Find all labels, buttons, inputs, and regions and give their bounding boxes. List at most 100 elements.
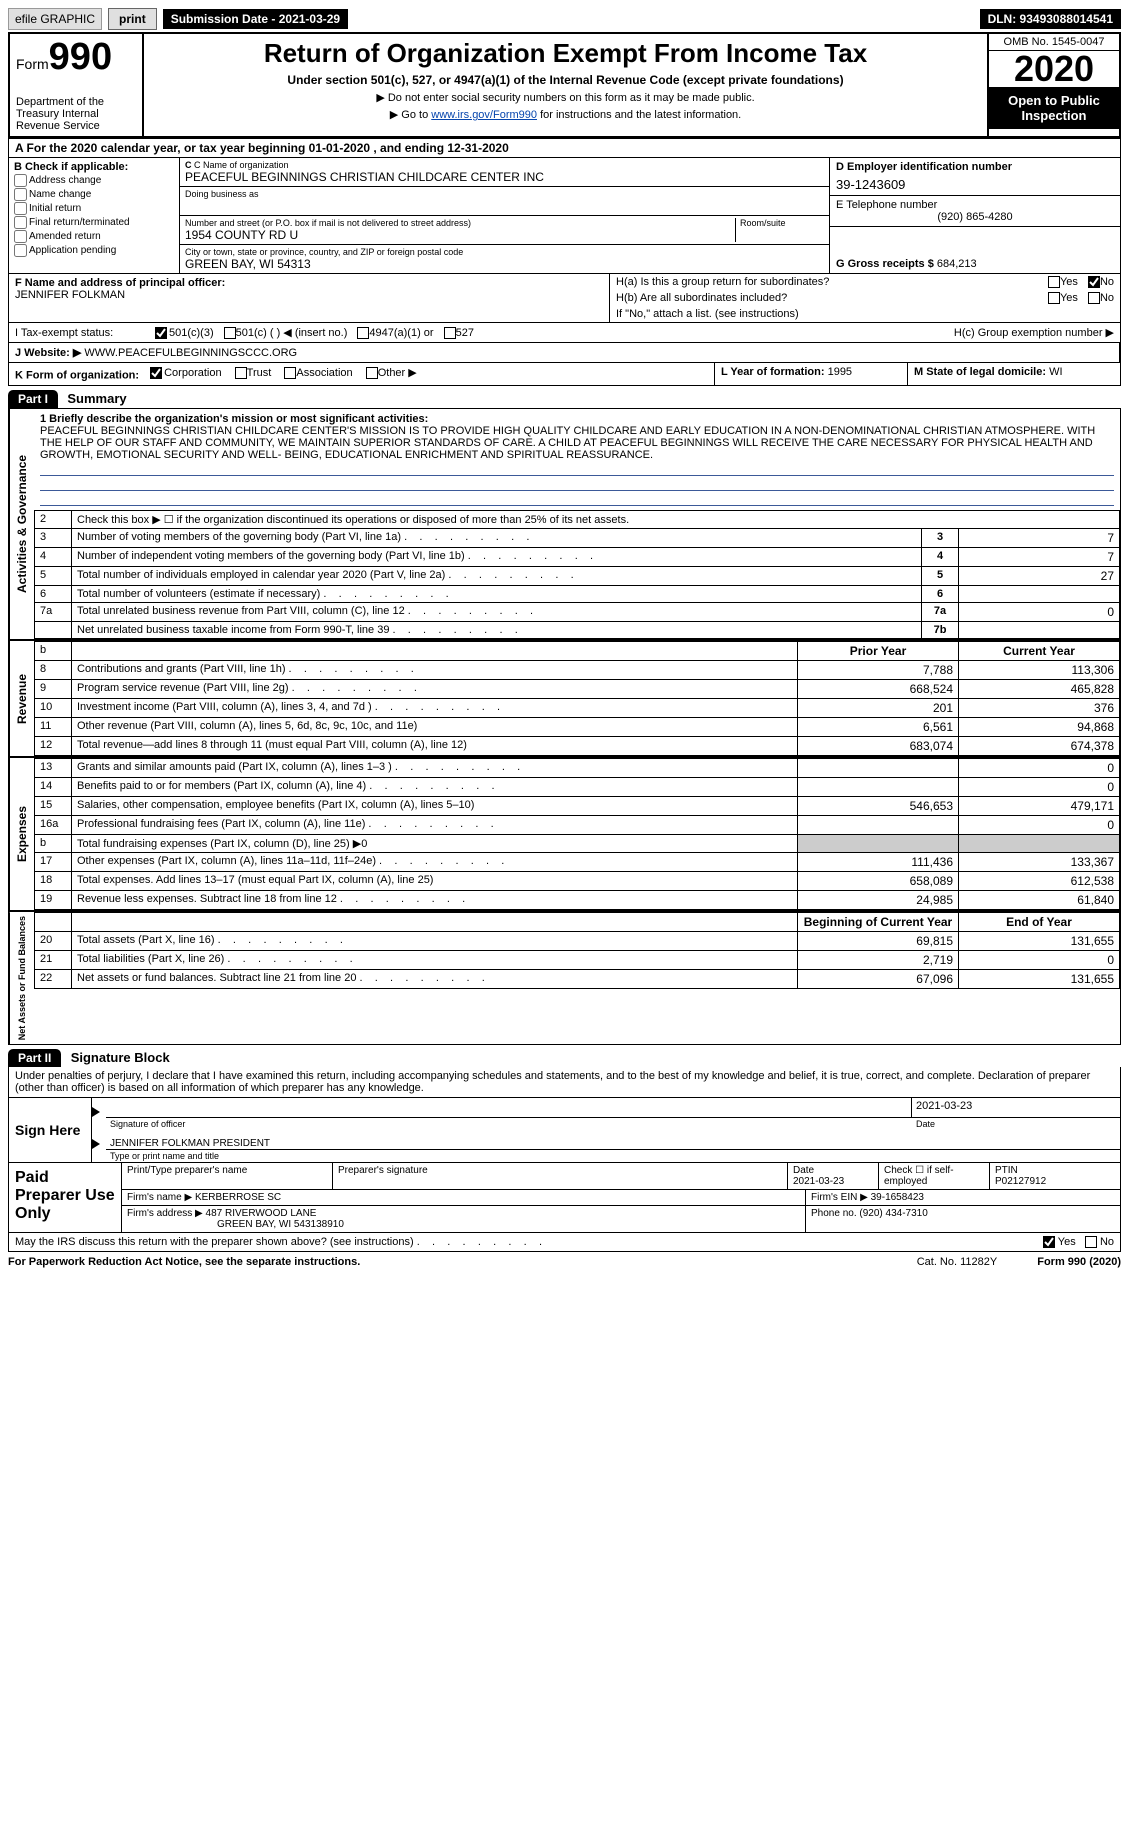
arrow-icon bbox=[92, 1139, 100, 1149]
part-ii-header: Part II bbox=[8, 1049, 61, 1067]
room-suite: Room/suite bbox=[735, 218, 824, 242]
gross-receipts: 684,213 bbox=[937, 258, 977, 270]
chk-discuss-no[interactable] bbox=[1085, 1236, 1097, 1248]
page-footer: For Paperwork Reduction Act Notice, see … bbox=[8, 1256, 1121, 1268]
chk-address-change[interactable] bbox=[14, 174, 27, 187]
form-id-box: Form 990 Department of the Treasury Inte… bbox=[10, 34, 144, 136]
firm-name: KERBERROSE SC bbox=[195, 1192, 281, 1203]
form-header: Form 990 Department of the Treasury Inte… bbox=[8, 32, 1121, 139]
chk-amended-return[interactable] bbox=[14, 230, 27, 243]
main-title: Return of Organization Exempt From Incom… bbox=[148, 38, 983, 69]
chk-527[interactable] bbox=[444, 327, 456, 339]
sig-date: 2021-03-23 bbox=[911, 1098, 1120, 1118]
paid-preparer-label: Paid Preparer Use Only bbox=[9, 1163, 122, 1232]
org-name: PEACEFUL BEGINNINGS CHRISTIAN CHILDCARE … bbox=[185, 170, 824, 184]
chk-discuss-yes-icon bbox=[1043, 1236, 1055, 1248]
chk-other[interactable] bbox=[366, 367, 378, 379]
chk-501c3-icon bbox=[155, 327, 167, 339]
activities-governance: Activities & Governance 1 Briefly descri… bbox=[9, 409, 1120, 639]
expenses-section: Expenses 13Grants and similar amounts pa… bbox=[9, 756, 1120, 910]
dept-label: Department of the Treasury Internal Reve… bbox=[16, 96, 136, 132]
chk-hb-no[interactable] bbox=[1088, 292, 1100, 304]
part-i-header: Part I bbox=[8, 390, 58, 408]
side-label-net: Net Assets or Fund Balances bbox=[9, 912, 34, 1044]
phone: (920) 865-4280 bbox=[836, 211, 1114, 223]
chk-final-return[interactable] bbox=[14, 216, 27, 229]
lower-rows: I Tax-exempt status: 501(c)(3) 501(c) ( … bbox=[8, 323, 1121, 343]
discuss-row: May the IRS discuss this return with the… bbox=[8, 1233, 1121, 1252]
arrow-icon bbox=[92, 1107, 100, 1117]
chk-association[interactable] bbox=[284, 367, 296, 379]
firm-ein: 39-1658423 bbox=[871, 1192, 924, 1203]
fh-block: F Name and address of principal officer:… bbox=[8, 274, 1121, 323]
form-page: Form 990 (2020) bbox=[1037, 1256, 1121, 1268]
open-public-label: Open to Public Inspection bbox=[989, 87, 1119, 129]
form-number: 990 bbox=[49, 38, 112, 76]
line-a: A For the 2020 calendar year, or tax yea… bbox=[8, 139, 1121, 158]
form-word: Form bbox=[16, 56, 49, 72]
efile-label: efile GRAPHIC bbox=[8, 8, 102, 30]
box-klm: K Form of organization: Corporation Trus… bbox=[8, 363, 1121, 386]
box-hc: H(c) Group exemption number ▶ bbox=[954, 326, 1114, 339]
box-i: I Tax-exempt status: 501(c)(3) 501(c) ( … bbox=[8, 323, 1121, 343]
side-label-ag: Activities & Governance bbox=[9, 409, 34, 639]
instr-line-1: ▶ Do not enter social security numbers o… bbox=[148, 91, 983, 104]
year-box: OMB No. 1545-0047 2020 Open to Public In… bbox=[987, 34, 1119, 136]
perjury-text: Under penalties of perjury, I declare th… bbox=[9, 1067, 1120, 1097]
year-formation: 1995 bbox=[828, 366, 852, 378]
firm-address-2: GREEN BAY, WI 543138910 bbox=[217, 1219, 344, 1230]
part-ii-title: Signature Block bbox=[71, 1050, 170, 1065]
revenue-section: Revenue bPrior YearCurrent Year 8Contrib… bbox=[9, 639, 1120, 756]
tax-year: 2020 bbox=[989, 51, 1119, 87]
ptin: P02127912 bbox=[995, 1176, 1046, 1187]
chk-corporation-icon bbox=[150, 367, 162, 379]
box-deg: D Employer identification number 39-1243… bbox=[829, 158, 1120, 273]
state-domicile: WI bbox=[1049, 366, 1062, 378]
ein: 39-1243609 bbox=[836, 177, 1114, 192]
chk-name-change[interactable] bbox=[14, 188, 27, 201]
website: WWW.PEACEFULBEGINNINGSCCC.ORG bbox=[84, 347, 297, 359]
box-b: B Check if applicable: Address change Na… bbox=[9, 158, 180, 273]
box-f: F Name and address of principal officer:… bbox=[9, 274, 609, 322]
preparer-block: Paid Preparer Use Only Print/Type prepar… bbox=[8, 1163, 1121, 1233]
officer-signature[interactable] bbox=[106, 1098, 911, 1118]
officer-printed-name: JENNIFER FOLKMAN PRESIDENT bbox=[106, 1130, 1120, 1150]
box-h: H(a) Is this a group return for subordin… bbox=[609, 274, 1120, 322]
part-i-title: Summary bbox=[67, 391, 126, 406]
instr-line-2: ▶ Go to www.irs.gov/Form990 for instruct… bbox=[148, 108, 983, 121]
mission-text: PEACEFUL BEGINNINGS CHRISTIAN CHILDCARE … bbox=[40, 425, 1095, 461]
firm-address-1: 487 RIVERWOOD LANE bbox=[206, 1208, 317, 1219]
chk-ha-yes[interactable] bbox=[1048, 276, 1060, 288]
side-label-rev: Revenue bbox=[9, 641, 34, 756]
chk-hb-yes[interactable] bbox=[1048, 292, 1060, 304]
box-j: J Website: ▶ WWW.PEACEFULBEGINNINGSCCC.O… bbox=[8, 343, 1121, 363]
expenses-table: 13Grants and similar amounts paid (Part … bbox=[34, 758, 1120, 910]
chk-ha-no-icon bbox=[1088, 276, 1100, 288]
info-block: B Check if applicable: Address change Na… bbox=[8, 158, 1121, 274]
submission-date: Submission Date - 2021-03-29 bbox=[163, 9, 348, 29]
street-address: 1954 COUNTY RD U bbox=[185, 228, 735, 242]
side-label-exp: Expenses bbox=[9, 758, 34, 910]
chk-initial-return[interactable] bbox=[14, 202, 27, 215]
print-button[interactable]: print bbox=[108, 8, 157, 30]
chk-application-pending[interactable] bbox=[14, 244, 27, 257]
cat-no: Cat. No. 11282Y bbox=[917, 1256, 998, 1268]
officer-name: JENNIFER FOLKMAN bbox=[15, 289, 603, 301]
part-i-box: Activities & Governance 1 Briefly descri… bbox=[8, 408, 1121, 1045]
net-assets-section: Net Assets or Fund Balances Beginning of… bbox=[9, 910, 1120, 1044]
net-table: Beginning of Current YearEnd of Year 20T… bbox=[34, 912, 1120, 989]
top-bar: efile GRAPHIC print Submission Date - 20… bbox=[8, 8, 1121, 30]
chk-trust[interactable] bbox=[235, 367, 247, 379]
chk-4947[interactable] bbox=[357, 327, 369, 339]
sign-here-label: Sign Here bbox=[9, 1098, 92, 1162]
city-state-zip: GREEN BAY, WI 54313 bbox=[185, 257, 824, 271]
title-box: Return of Organization Exempt From Incom… bbox=[144, 34, 987, 136]
paperwork-notice: For Paperwork Reduction Act Notice, see … bbox=[8, 1256, 360, 1268]
dln-label: DLN: 93493088014541 bbox=[980, 9, 1121, 29]
signature-block: Under penalties of perjury, I declare th… bbox=[8, 1067, 1121, 1163]
firm-phone: (920) 434-7310 bbox=[859, 1208, 927, 1219]
irs-link[interactable]: www.irs.gov/Form990 bbox=[431, 109, 537, 121]
revenue-table: bPrior YearCurrent Year 8Contributions a… bbox=[34, 641, 1120, 756]
box-c: C C Name of organization PEACEFUL BEGINN… bbox=[180, 158, 829, 273]
chk-501c[interactable] bbox=[224, 327, 236, 339]
